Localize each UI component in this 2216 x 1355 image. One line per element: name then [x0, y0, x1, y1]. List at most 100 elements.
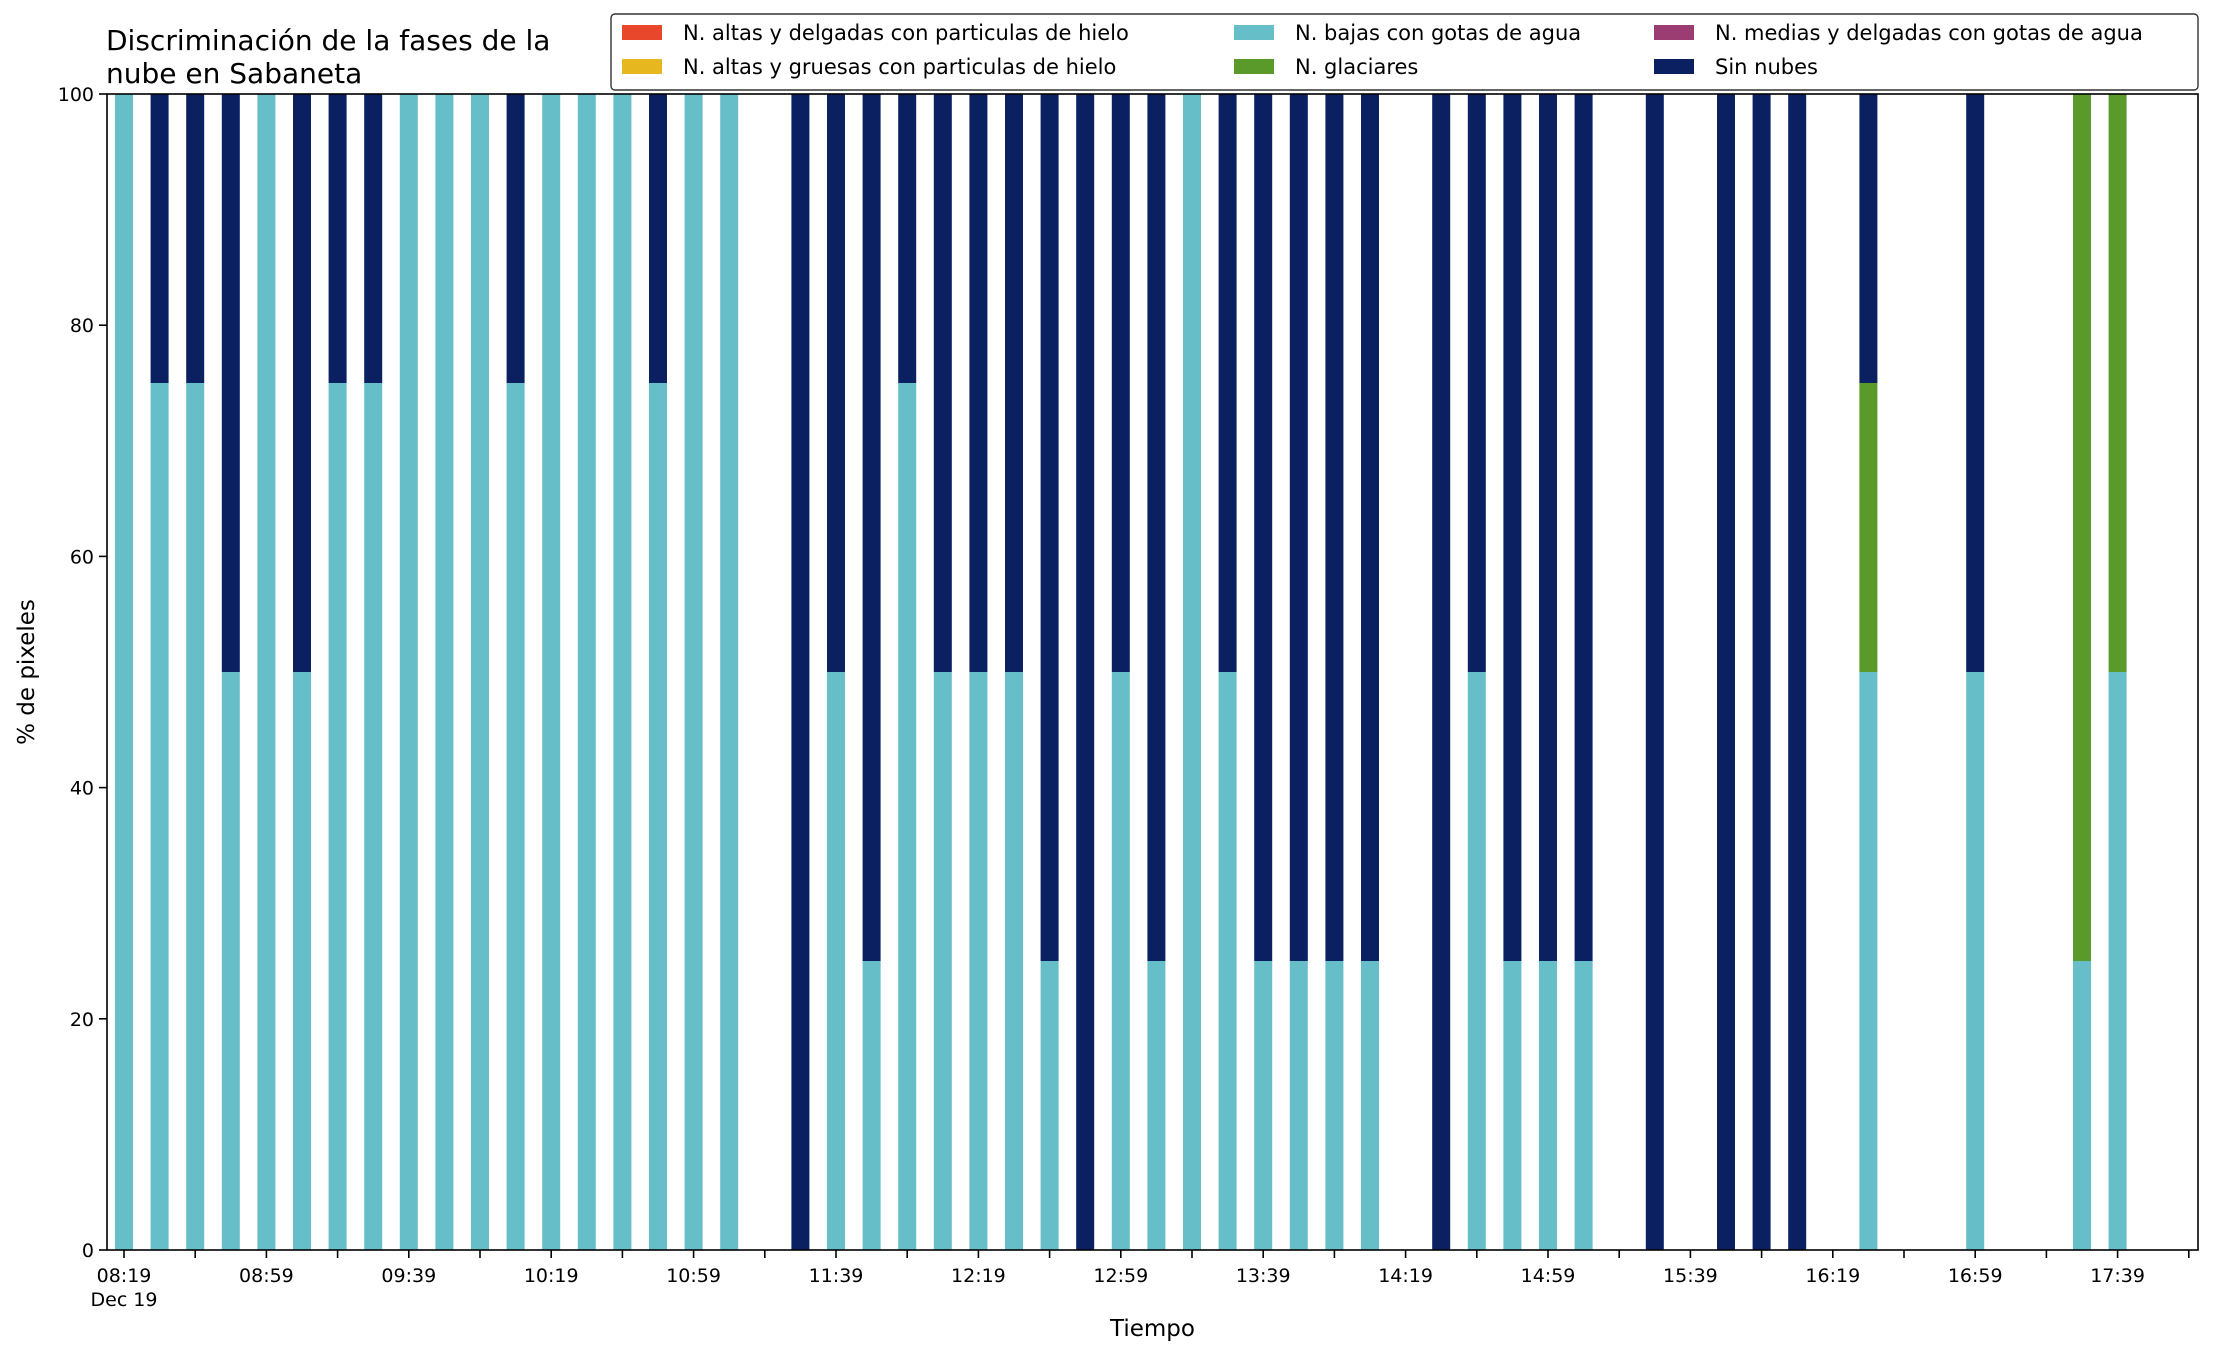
- bar-segment-glaciares: [2073, 94, 2091, 961]
- x-tick-label: 14:19: [1378, 1265, 1433, 1287]
- bar-segment-bajas: [862, 961, 881, 1250]
- bar-segment-bajas: [399, 94, 418, 1250]
- y-tick-label: 100: [58, 84, 94, 106]
- bar-segment-bajas: [293, 672, 311, 1250]
- bar-segment-sin-nubes: [1040, 94, 1059, 961]
- bar-segment-bajas: [720, 94, 739, 1250]
- legend: N. altas y delgadas con particulas de hi…: [610, 13, 2199, 91]
- bar-segment-sin-nubes: [1752, 94, 1771, 1250]
- bar-segment-bajas: [969, 672, 988, 1250]
- bar-segment-bajas: [150, 383, 169, 1250]
- bar-segment-sin-nubes: [1467, 94, 1486, 672]
- bar-segment-bajas: [257, 94, 276, 1250]
- bar-segment-glaciares: [2108, 94, 2127, 672]
- bar-segment-sin-nubes: [506, 94, 525, 383]
- bar-segment-bajas: [1574, 961, 1593, 1250]
- bar-segment-bajas: [2073, 961, 2091, 1250]
- legend-swatch: [1234, 59, 1274, 74]
- bar-segment-sin-nubes: [1539, 94, 1557, 961]
- x-tick-label: 16:59: [1948, 1265, 2003, 1287]
- bar-segment-sin-nubes: [1005, 94, 1023, 672]
- bar-segment-bajas: [684, 94, 703, 1250]
- bar-segment-glaciares: [1859, 383, 1878, 672]
- x-tick-label: 17:39: [2090, 1265, 2145, 1287]
- legend-swatch: [622, 59, 662, 74]
- bar-segment-sin-nubes: [1574, 94, 1593, 961]
- title-line: nube en Sabaneta: [106, 57, 362, 90]
- bar-segment-sin-nubes: [221, 94, 240, 672]
- bar-segment-bajas: [649, 383, 667, 1250]
- bar-segment-sin-nubes: [1966, 94, 1985, 672]
- bar-segment-sin-nubes: [1859, 94, 1878, 383]
- x-tick-label: 13:39: [1236, 1265, 1291, 1287]
- bar-segment-bajas: [2108, 672, 2127, 1250]
- legend-swatch: [1654, 59, 1694, 74]
- bar-segment-sin-nubes: [649, 94, 667, 383]
- bar-segment-sin-nubes: [150, 94, 169, 383]
- bar-segment-sin-nubes: [1147, 94, 1166, 961]
- legend-swatch: [622, 25, 662, 40]
- x-tick-label: 08:19: [97, 1265, 152, 1287]
- y-tick-label: 40: [70, 778, 94, 800]
- bar-segment-bajas: [1325, 961, 1344, 1250]
- legend-swatch: [1654, 25, 1694, 40]
- x-tick-label: 08:59: [239, 1265, 294, 1287]
- bar-segment-sin-nubes: [1325, 94, 1344, 961]
- bar-segment-bajas: [1005, 672, 1023, 1250]
- bar-segment-sin-nubes: [1361, 94, 1379, 961]
- x-tick-label: 16:19: [1805, 1265, 1860, 1287]
- y-tick-label: 20: [70, 1009, 94, 1031]
- plot-frame: [106, 93, 2199, 1251]
- bar-segment-sin-nubes: [933, 94, 952, 672]
- legend-label: N. altas y gruesas con particulas de hie…: [683, 55, 1116, 79]
- x-tick-label: 12:59: [1093, 1265, 1148, 1287]
- x-tick-label: 09:39: [381, 1265, 436, 1287]
- bar-segment-bajas: [221, 672, 240, 1250]
- bar-segment-bajas: [1218, 672, 1237, 1250]
- x-tick-label: 15:39: [1663, 1265, 1718, 1287]
- bar-segment-sin-nubes: [1289, 94, 1308, 961]
- bar-segment-sin-nubes: [1111, 94, 1130, 672]
- x-tick-sublabel: Dec 19: [91, 1289, 158, 1311]
- legend-swatch: [1234, 25, 1274, 40]
- bar-segment-bajas: [898, 383, 917, 1250]
- bar-segment-sin-nubes: [328, 94, 347, 383]
- legend-label: Sin nubes: [1715, 55, 1818, 79]
- bar-segment-bajas: [1859, 672, 1878, 1250]
- x-axis-title: Tiempo: [1109, 1316, 1195, 1342]
- x-tick-label: 10:19: [524, 1265, 579, 1287]
- bar-segment-bajas: [1040, 961, 1059, 1250]
- legend-label: N. altas y delgadas con particulas de hi…: [683, 21, 1129, 45]
- bar-segment-sin-nubes: [1432, 94, 1451, 1250]
- y-tick-label: 60: [70, 546, 94, 568]
- bar-segment-sin-nubes: [862, 94, 881, 961]
- bar-segment-bajas: [1361, 961, 1379, 1250]
- y-tick-label: 0: [82, 1240, 94, 1262]
- bars-layer: [115, 94, 2127, 1250]
- bar-segment-sin-nubes: [791, 94, 810, 1250]
- bar-segment-sin-nubes: [969, 94, 988, 672]
- bar-segment-bajas: [1147, 961, 1166, 1250]
- bar-segment-bajas: [933, 672, 952, 1250]
- bar-segment-bajas: [577, 94, 596, 1250]
- x-tick-label: 12:19: [951, 1265, 1006, 1287]
- bar-segment-bajas: [471, 94, 489, 1250]
- bar-segment-bajas: [1111, 672, 1130, 1250]
- y-axis-title: % de pixeles: [14, 599, 40, 745]
- bar-segment-bajas: [186, 383, 205, 1250]
- legend-label: N. glaciares: [1295, 55, 1418, 79]
- bar-segment-bajas: [1183, 94, 1201, 1250]
- x-tick-label: 11:39: [809, 1265, 864, 1287]
- bar-segment-bajas: [1539, 961, 1557, 1250]
- bar-segment-sin-nubes: [898, 94, 917, 383]
- bar-segment-bajas: [1966, 672, 1985, 1250]
- bar-segment-sin-nubes: [293, 94, 311, 672]
- bar-segment-bajas: [1254, 961, 1273, 1250]
- bar-segment-sin-nubes: [1717, 94, 1735, 1250]
- bar-segment-sin-nubes: [1503, 94, 1522, 961]
- bar-segment-bajas: [435, 94, 454, 1250]
- bar-segment-bajas: [115, 94, 133, 1250]
- legend-label: N. bajas con gotas de agua: [1295, 21, 1581, 45]
